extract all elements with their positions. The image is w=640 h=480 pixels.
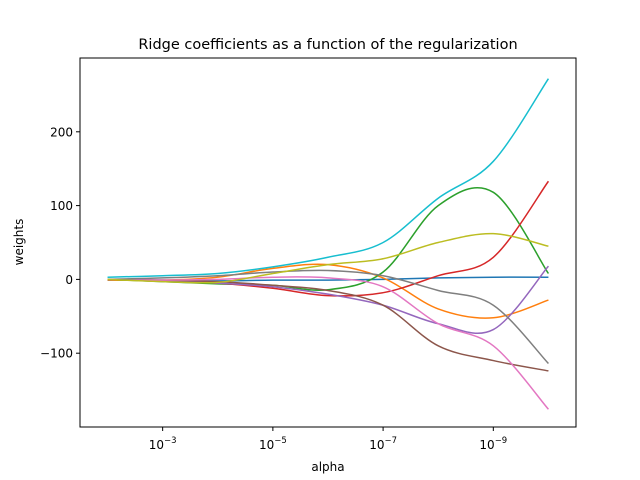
series-line-7 [107,276,549,410]
series-line-5 [107,265,549,335]
x-tick-label: 10−9 [479,436,507,452]
plot-frame [79,57,577,428]
x-axis-label: alpha [311,460,344,474]
y-axis-label: weights [12,219,26,266]
x-tick-label: 10−7 [369,436,397,452]
y-tick-label: 0 [65,273,73,287]
x-tick-label: 10−3 [149,436,177,452]
y-axis: −100 0 100 200 [40,125,80,361]
y-tick-label: 100 [50,199,73,213]
series-line-9 [107,232,549,284]
series-layer [107,78,550,410]
x-tick-label: 10−5 [259,436,287,452]
x-axis: 10−3 10−5 10−7 10−9 [149,427,507,452]
y-tick-label: 200 [50,125,73,139]
series-line-10 [107,78,550,278]
chart-title: Ridge coefficients as a function of the … [138,37,517,53]
series-line-8 [107,269,549,365]
y-tick-label: −100 [40,347,73,361]
